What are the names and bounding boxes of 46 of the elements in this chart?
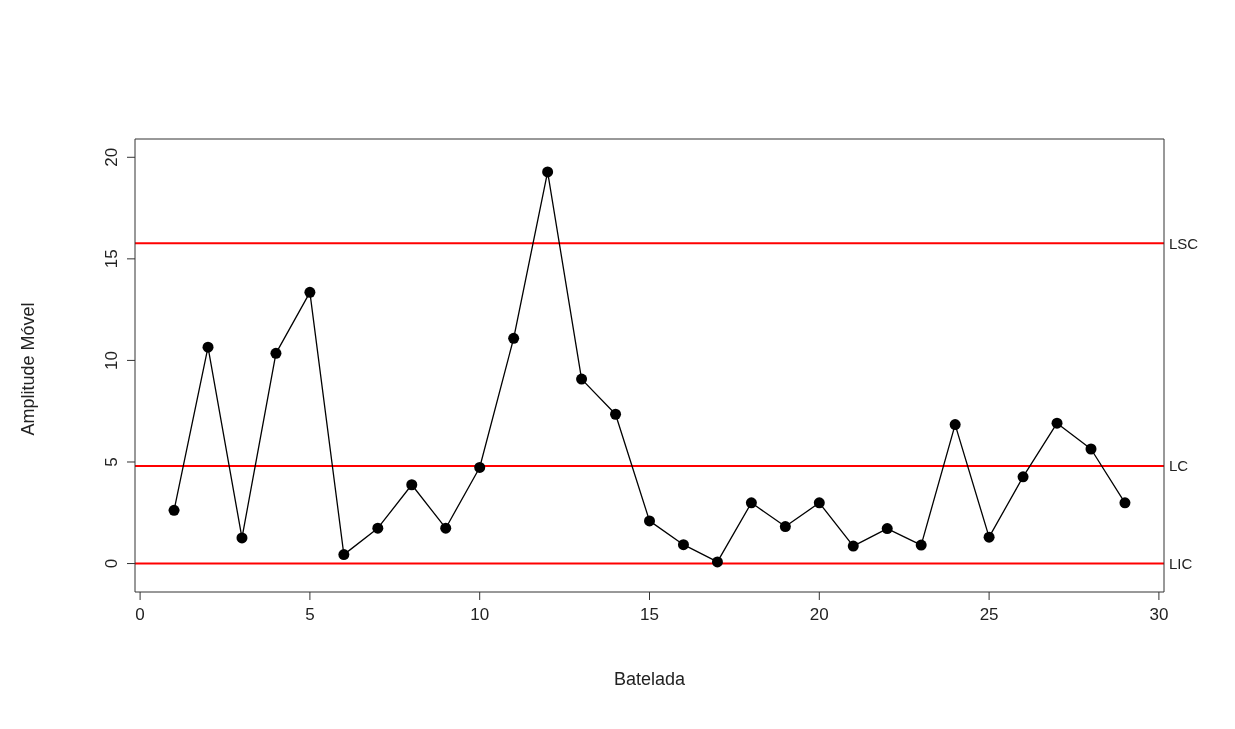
point [847,540,859,552]
x-tick-label: 20 [809,605,829,625]
point [576,373,588,385]
point [779,521,791,533]
point [610,408,622,420]
ref-line-label: LSC [1169,234,1199,252]
point [406,479,418,491]
point [1085,443,1097,455]
point [270,347,282,359]
y-tick-label: 5 [102,457,121,467]
x-tick-label: 30 [1149,605,1169,625]
point [1017,471,1029,483]
x-tick-label: 5 [305,605,315,625]
point [983,531,995,543]
x-axis-title: Batelada [613,668,687,689]
y-tick-label: 20 [102,147,121,167]
y-tick-label: 10 [102,350,121,370]
point [745,497,757,509]
y-axis-title: Amplitude Móvel [18,302,39,436]
y-tick-label: 15 [102,249,121,269]
x-tick-label: 0 [135,605,145,625]
point [474,461,486,473]
point [236,532,248,544]
point [949,419,961,431]
point [338,549,350,561]
point [304,286,316,298]
point [813,497,825,509]
point [677,539,689,551]
x-tick-label: 15 [640,605,659,625]
y-tick-label: 0 [102,558,121,569]
point [372,522,384,534]
point [881,523,893,535]
ref-line-label: LC [1169,457,1189,475]
point [644,515,655,527]
x-tick-label: 10 [470,605,490,625]
point [711,556,723,568]
point [1119,497,1131,509]
point [1051,417,1063,429]
ref-line-label: LIC [1169,554,1193,572]
point [168,504,180,516]
x-tick-label: 25 [979,605,999,625]
point [542,166,554,178]
point [440,522,452,534]
point [915,539,927,551]
point [202,341,214,353]
point [508,332,520,344]
